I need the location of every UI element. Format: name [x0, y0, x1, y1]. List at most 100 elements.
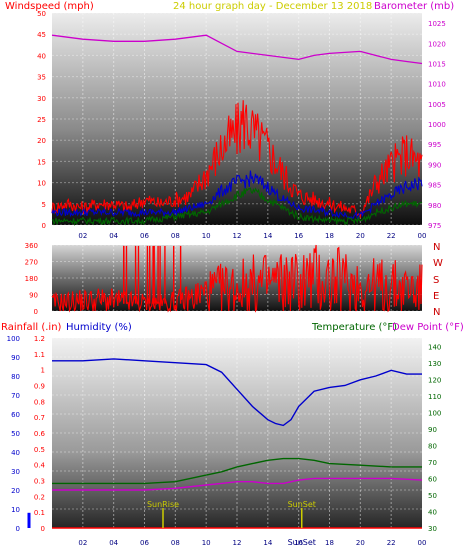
barometer-tick-label: 990 — [428, 161, 441, 169]
wind-speed-line — [51, 170, 423, 221]
temperature-tick-label: 140 — [428, 343, 441, 351]
hour-tick-label: 00 — [418, 232, 427, 240]
barometer-tick-label: 1000 — [428, 121, 446, 129]
rainfall-tick-label: 1 — [41, 367, 45, 375]
temperature-tick-label: 90 — [428, 426, 437, 434]
hour-tick-label: 12 — [233, 539, 242, 547]
temperature-tick-label: 70 — [428, 459, 437, 467]
hour-tick-label: 16 — [294, 232, 303, 240]
rainfall-tick-label: 0.3 — [34, 478, 45, 486]
rainfall-tick-label: 1.1 — [34, 351, 45, 359]
hour-tick-label: 16 — [294, 539, 303, 547]
hour-tick-label: 02 — [78, 539, 87, 547]
wind-panel — [52, 13, 422, 225]
barometer-tick-label: 1015 — [428, 60, 446, 68]
temperature-tick-label: 60 — [428, 475, 437, 483]
graph-title: 24 hour graph day - December 13 2018 — [173, 1, 372, 12]
hour-tick-label: 08 — [171, 232, 180, 240]
wind-tick-label: 20 — [37, 137, 46, 145]
rainfall-tick-label: 0.8 — [34, 398, 45, 406]
temperature-tick-label: 120 — [428, 376, 441, 384]
hour-tick-label: 04 — [109, 539, 118, 547]
hour-tick-label: 06 — [140, 539, 149, 547]
hour-tick-label: 22 — [387, 232, 396, 240]
direction-tick-label: 360 — [25, 242, 38, 250]
sunset-label: SunSet — [288, 500, 316, 509]
temperature-axis-label: Temperature (°F) — [311, 322, 397, 333]
rainfall-tick-label: 1.2 — [34, 335, 45, 343]
hour-tick-label: 12 — [233, 232, 242, 240]
plot-area — [27, 34, 423, 529]
direction-tick-label: 270 — [25, 259, 38, 267]
hour-tick-label: 22 — [387, 539, 396, 547]
barometer-axis-label: Barometer (mb) — [374, 1, 454, 12]
humidity-line — [52, 358, 422, 427]
direction-panel — [52, 245, 422, 311]
wind-tick-label: 0 — [42, 222, 46, 230]
humidity-axis-label: Humidity (%) — [66, 322, 132, 333]
humidity-tick-label: 100 — [7, 335, 20, 343]
wind-average-line — [51, 187, 423, 227]
temperature-tick-label: 30 — [428, 525, 437, 533]
humidity-tick-label: 70 — [11, 392, 20, 400]
direction-label-n-top: N — [433, 242, 440, 253]
hour-tick-label: 14 — [263, 539, 272, 547]
sunset-label-bottom: SunSet — [288, 538, 316, 547]
wind-tick-label: 25 — [37, 116, 46, 124]
barometer-tick-label: 975 — [428, 222, 441, 230]
temperature-tick-label: 40 — [428, 508, 437, 516]
hour-tick-label: 00 — [418, 539, 427, 547]
wind-tick-label: 5 — [42, 201, 46, 209]
direction-label-w: W — [433, 258, 443, 269]
hour-tick-label: 18 — [325, 539, 334, 547]
rainfall-tick-label: 0.4 — [34, 462, 46, 470]
temperature-line — [52, 457, 422, 485]
direction-tick-label: 90 — [29, 292, 38, 300]
hour-tick-label: 20 — [356, 539, 365, 547]
temperature-tick-label: 100 — [428, 409, 441, 417]
barometer-tick-label: 1025 — [428, 20, 446, 28]
wind-tick-label: 50 — [37, 10, 46, 18]
rainfall-tick-label: 0.7 — [34, 414, 45, 422]
wind-tick-label: 35 — [37, 74, 46, 82]
rainfall-tick-label: 0.5 — [34, 446, 45, 454]
humidity-tick-label: 80 — [11, 373, 20, 381]
humidity-tick-label: 10 — [11, 506, 20, 514]
barometer-tick-label: 980 — [428, 202, 441, 210]
direction-tick-label: 0 — [34, 308, 38, 316]
wind-tick-label: 10 — [37, 180, 46, 188]
humidity-tick-label: 40 — [11, 449, 20, 457]
dewpoint-axis-label: Dew Point (°F) — [392, 322, 464, 333]
direction-label-n-bottom: N — [433, 307, 440, 318]
barometer-line — [51, 34, 423, 65]
temperature-tick-label: 50 — [428, 492, 437, 500]
humidity-tick-label: 20 — [11, 487, 20, 495]
sunrise-label: SunRise — [147, 500, 179, 509]
wind-tick-label: 15 — [37, 158, 46, 166]
temperature-tick-label: 110 — [428, 393, 441, 401]
direction-label-e: E — [433, 291, 439, 302]
humidity-tick-label: 90 — [11, 354, 20, 362]
rainfall-axis-label: Rainfall (.in) — [1, 322, 62, 333]
rainfall-tick-label: 0 — [41, 525, 45, 533]
hour-tick-label: 20 — [356, 232, 365, 240]
hour-tick-label: 10 — [202, 232, 211, 240]
wind-gust-line — [51, 100, 423, 219]
hour-tick-label: 06 — [140, 232, 149, 240]
direction-tick-label: 180 — [25, 275, 38, 283]
windspeed-axis-label: Windspeed (mph) — [5, 1, 94, 12]
dewpoint-line — [52, 477, 423, 491]
rainfall-tick-label: 0.6 — [34, 430, 46, 438]
rainfall-tick-label: 0.1 — [34, 509, 45, 517]
wind-tick-label: 45 — [37, 31, 46, 39]
hour-tick-label: 14 — [263, 232, 272, 240]
rainfall-tick-label: 0.9 — [34, 383, 45, 391]
barometer-tick-label: 1005 — [428, 101, 446, 109]
direction-label-s: S — [433, 275, 439, 286]
humidity-tick-label: 50 — [11, 430, 20, 438]
barometer-tick-label: 985 — [428, 182, 441, 190]
humidity-temp-panel — [52, 338, 422, 528]
barometer-tick-label: 995 — [428, 141, 441, 149]
hour-tick-label: 08 — [171, 539, 180, 547]
